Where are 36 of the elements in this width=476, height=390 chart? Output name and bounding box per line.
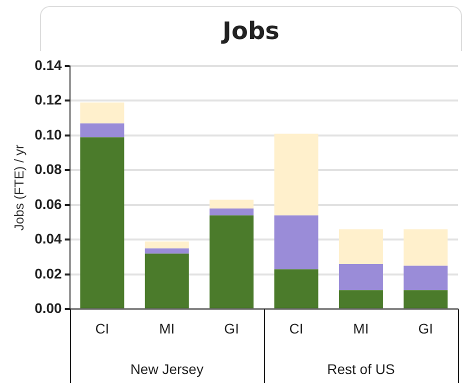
bar [80, 123, 124, 138]
y-tick-label: 0.10 [34, 126, 62, 142]
y-axis-title: Jobs (FTE) / yr [11, 144, 26, 231]
bar [404, 266, 448, 290]
bar [210, 215, 254, 308]
bar [404, 229, 448, 266]
chart-title: Jobs [40, 6, 462, 51]
y-tick-label: 0.08 [34, 161, 62, 178]
bar [274, 269, 318, 308]
bar [338, 264, 383, 290]
y-tick-label: 0.04 [34, 230, 62, 247]
text: Rest of US [327, 360, 395, 377]
y-tick-label: 0.06 [34, 196, 62, 212]
bar [80, 102, 124, 124]
bar [144, 254, 189, 308]
x-tick-label: MI [353, 320, 369, 336]
x-tick-label: CI [289, 320, 304, 336]
bar [274, 134, 318, 216]
bar [274, 215, 318, 270]
y-tick-label: 0.00 [34, 300, 62, 316]
x-tick-label: GI [224, 320, 239, 336]
bar [338, 229, 383, 264]
bar [144, 241, 189, 248]
bar [210, 208, 254, 216]
y-tick-label: 0.02 [34, 265, 62, 282]
x-tick-label: GI [418, 320, 434, 336]
x-tick-label: CI [95, 320, 110, 336]
y-tick-label: 0.14 [34, 56, 62, 73]
bar [338, 290, 383, 308]
text: New Jersey [130, 360, 204, 377]
bar [210, 200, 254, 208]
x-tick-label: MI [159, 320, 175, 336]
bar [404, 290, 448, 308]
bar [144, 248, 189, 254]
y-tick-label: 0.12 [34, 92, 62, 108]
bar [80, 137, 124, 308]
